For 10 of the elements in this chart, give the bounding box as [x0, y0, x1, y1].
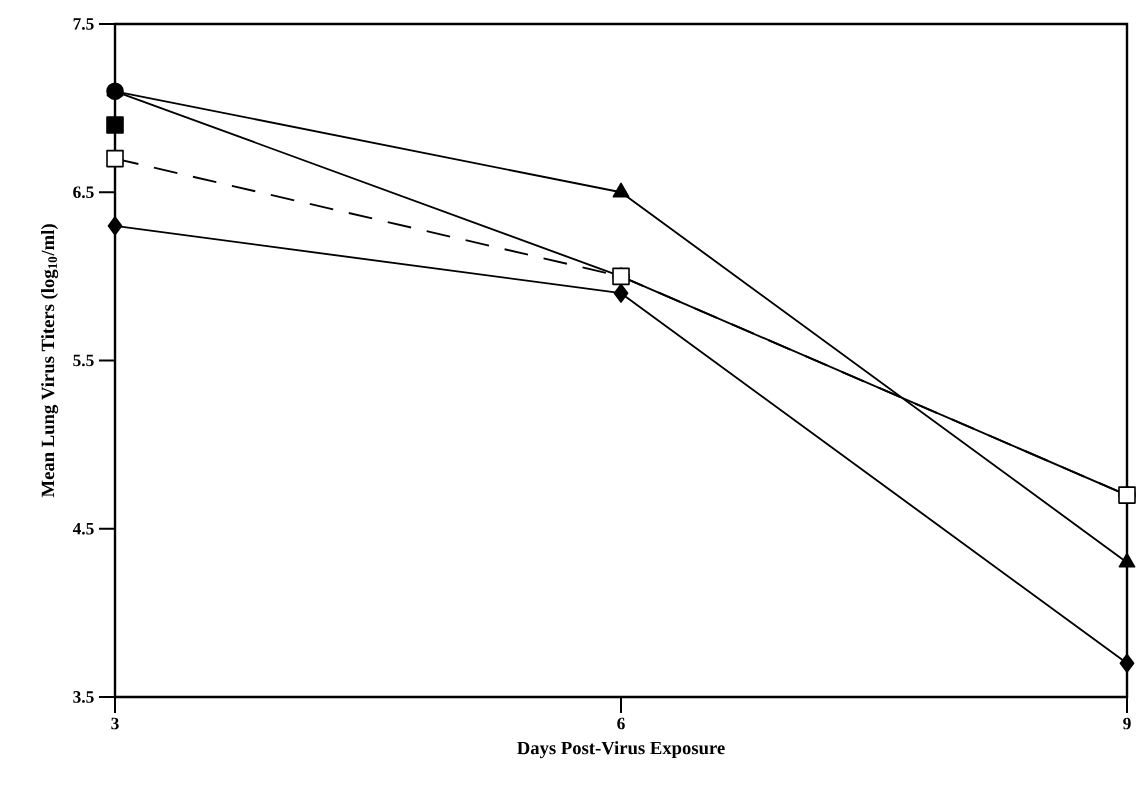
x-tick-label: 9: [1123, 717, 1131, 730]
x-tick-label: 3: [111, 717, 119, 730]
x-tick-label: 6: [617, 717, 625, 730]
y-tick-label: 6.5: [73, 186, 94, 199]
y-axis-title: Mean Lung Virus Titers (log$_{10}$/ml): [41, 224, 59, 498]
y-tick-label: 4.5: [72, 522, 94, 535]
y-tick-label: 5.5: [73, 354, 94, 367]
y-tick-label: 7.5: [73, 18, 94, 30]
y-tick-label: 3.5: [73, 691, 94, 703]
x-axis-title: Days Post-Virus Exposure: [517, 741, 725, 759]
